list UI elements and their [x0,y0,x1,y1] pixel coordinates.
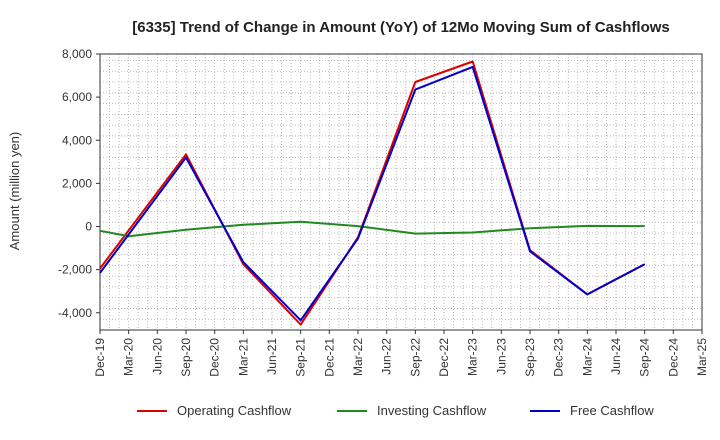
x-tick-label: Dec-20 [208,338,222,377]
y-axis-label: Amount (million yen) [7,132,22,251]
series-line-operating-cashflow [99,60,646,326]
y-tick-label: 4,000 [62,133,92,147]
grid-lines [100,54,702,330]
legend-label: Operating Cashflow [177,403,292,418]
x-tick-label: Jun-22 [380,338,394,375]
x-tick-label: Mar-25 [695,338,709,376]
x-tick-label: Sep-21 [294,338,308,377]
y-tick-label: 2,000 [62,176,92,190]
legend-label: Free Cashflow [570,403,654,418]
y-tick-label: 0 [85,220,92,234]
x-tick-label: Mar-20 [122,338,136,376]
y-tick-label: -2,000 [58,263,92,277]
x-tick-label: Dec-23 [552,338,566,377]
x-tick-label: Mar-21 [236,338,250,376]
x-tick-label: Mar-24 [580,338,594,376]
x-tick-label: Mar-22 [351,338,365,376]
x-tick-label: Dec-21 [322,338,336,377]
y-tick-label: -4,000 [58,306,92,320]
y-tick-label: 6,000 [62,90,92,104]
x-tick-label: Mar-23 [466,338,480,376]
series-line-free-cashflow [99,65,646,322]
x-tick-label: Sep-23 [523,338,537,377]
x-tick-label: Jun-23 [494,338,508,375]
x-tick-label: Sep-20 [179,338,193,377]
x-tick-label: Dec-22 [437,338,451,377]
legend-label: Investing Cashflow [377,403,487,418]
y-axis-ticks: -4,000 -2,000 0 2,000 4,000 6,000 8,000 [58,47,100,320]
y-tick-label: 8,000 [62,47,92,61]
x-tick-label: Sep-24 [638,338,652,377]
x-tick-label: Sep-22 [408,338,422,377]
x-tick-label: Dec-19 [93,338,107,377]
plot-frame [99,53,703,331]
x-tick-label: Jun-24 [609,338,623,375]
series-line-investing-cashflow [99,220,645,238]
x-tick-label: Jun-20 [150,338,164,375]
x-tick-label: Dec-24 [666,338,680,377]
x-tick-label: Jun-21 [265,338,279,375]
series-lines [99,60,646,326]
legend: Operating Cashflow Investing Cashflow Free… [137,403,654,418]
chart-title: [6335] Trend of Change in Amount (YoY) o… [132,19,670,36]
x-axis-ticks: Dec-19 Mar-20 Jun-20 Sep-20 Dec-20 Mar-21 Jun-… [93,330,709,377]
